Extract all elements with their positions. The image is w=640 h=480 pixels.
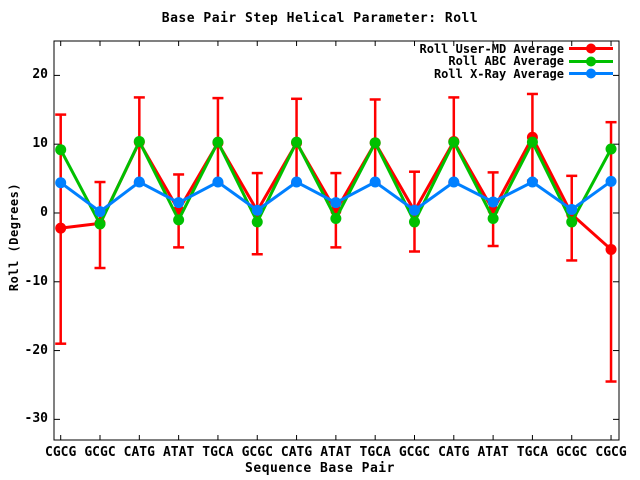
data-point <box>291 136 303 148</box>
data-point <box>448 176 460 188</box>
data-point <box>605 243 617 255</box>
y-tick-label: -30 <box>24 411 48 427</box>
data-point <box>173 214 185 226</box>
x-tick-label: CATG <box>280 445 313 460</box>
x-tick-label: TGCA <box>516 445 549 460</box>
data-point <box>448 136 460 148</box>
data-point <box>566 216 578 228</box>
x-axis-title: Sequence Base Pair <box>245 461 395 476</box>
x-tick-label: CGCG <box>595 445 627 460</box>
data-point <box>173 197 185 209</box>
x-tick-label: ATAT <box>320 445 352 460</box>
y-tick-label: -20 <box>24 342 48 358</box>
chart-title: Base Pair Step Helical Parameter: Roll <box>161 11 479 26</box>
data-point <box>55 144 67 156</box>
x-tick-label: ATAT <box>162 445 195 460</box>
data-point <box>212 136 224 148</box>
data-point <box>55 222 67 234</box>
data-point <box>526 176 538 188</box>
data-point <box>94 206 106 218</box>
y-tick-label: -10 <box>24 273 48 289</box>
data-point <box>605 143 617 155</box>
data-point <box>487 212 499 224</box>
y-tick-label: 10 <box>32 136 48 152</box>
x-tick-label: GCGC <box>398 445 431 460</box>
x-tick-label: TGCA <box>202 445 234 460</box>
x-tick-label: TGCA <box>359 445 391 460</box>
data-point <box>487 196 499 208</box>
x-tick-label: GCGC <box>556 445 588 460</box>
data-point <box>330 197 342 209</box>
x-tick-label: CGCG <box>45 445 77 460</box>
data-point <box>251 204 263 216</box>
y-tick-label: 0 <box>40 204 48 220</box>
data-point <box>330 212 342 224</box>
x-tick-label: CATG <box>438 445 470 460</box>
data-point <box>369 176 381 188</box>
data-point <box>94 218 106 230</box>
data-point <box>605 175 617 187</box>
data-point <box>369 137 381 149</box>
data-point <box>55 177 67 189</box>
x-tick-label: ATAT <box>477 445 509 460</box>
data-point <box>251 216 263 228</box>
data-point <box>566 204 578 216</box>
x-tick-label: GCGC <box>241 445 273 460</box>
data-point <box>291 176 303 188</box>
x-tick-label: GCGC <box>84 445 116 460</box>
data-point <box>408 204 420 216</box>
data-point <box>133 176 145 188</box>
data-point <box>212 176 224 188</box>
data-point <box>526 136 538 148</box>
data-point <box>408 216 420 228</box>
data-point <box>133 135 145 147</box>
x-tick-label: CATG <box>123 445 155 460</box>
plot-border <box>53 40 620 441</box>
y-tick-label: 20 <box>32 67 48 83</box>
